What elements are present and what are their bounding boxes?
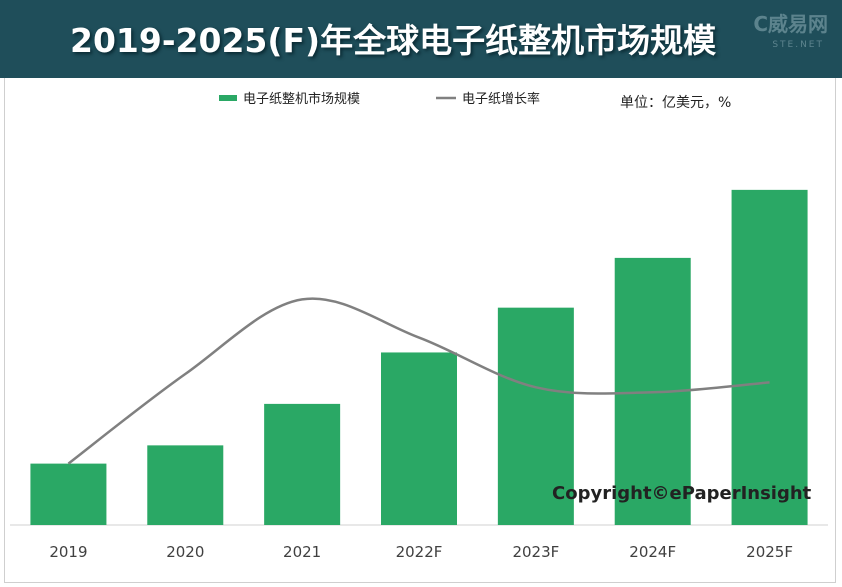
- unit-label: 单位：亿美元，%: [620, 95, 731, 111]
- x-tick-2021: 2021: [283, 543, 321, 561]
- growth-rate-line: [67, 297, 770, 465]
- bar-2020: [147, 445, 224, 525]
- bar-2019: [30, 463, 107, 525]
- x-tick-2025F: 2025F: [746, 543, 793, 561]
- page-title: 2019-2025(F)年全球电子纸整机市场规模: [70, 21, 717, 60]
- x-tick-2019: 2019: [49, 543, 87, 561]
- bar-2023F: [497, 307, 574, 525]
- legend-bar-swatch: [219, 95, 237, 101]
- x-tick-2020: 2020: [166, 543, 204, 561]
- chart-frame: [4, 78, 836, 583]
- legend-bar-label: 电子纸整机市场规模: [243, 91, 360, 107]
- watermark-logo: C威易网: [753, 12, 828, 36]
- legend-line-label: 电子纸增长率: [462, 91, 540, 107]
- bar-2025F: [731, 189, 808, 525]
- title-banner: 2019-2025(F)年全球电子纸整机市场规模 C威易网 STE.NET: [0, 0, 842, 78]
- x-tick-2023F: 2023F: [512, 543, 559, 561]
- x-tick-2022F: 2022F: [396, 543, 443, 561]
- bar-2022F: [381, 352, 457, 525]
- bar-2021: [264, 403, 341, 525]
- copyright-text: Copyright©ePaperInsight: [552, 483, 812, 504]
- watermark-subtext: STE.NET: [772, 40, 824, 50]
- x-tick-2024F: 2024F: [629, 543, 676, 561]
